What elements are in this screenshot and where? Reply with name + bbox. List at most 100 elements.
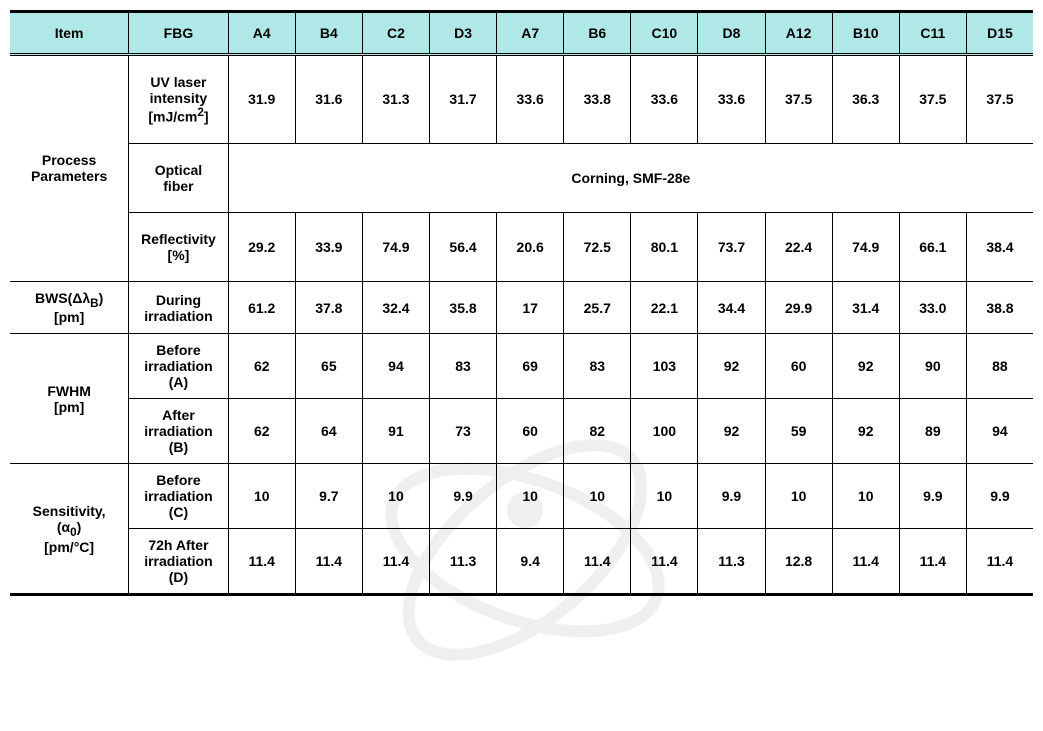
cell-value: 83 bbox=[564, 334, 631, 399]
header-col: B10 bbox=[832, 12, 899, 55]
row-fwhm-after: Afterirradiation(B) 62 64 91 73 60 82 10… bbox=[10, 399, 1033, 464]
header-col: C2 bbox=[362, 12, 429, 55]
cell-value: 9.7 bbox=[295, 464, 362, 529]
cell-value: 82 bbox=[564, 399, 631, 464]
cell-value: 62 bbox=[228, 399, 295, 464]
header-fbg: FBG bbox=[129, 12, 228, 55]
cell-value: 33.6 bbox=[497, 55, 564, 144]
cell-value: 56.4 bbox=[430, 212, 497, 281]
cell-value: 22.4 bbox=[765, 212, 832, 281]
cell-value: 9.9 bbox=[899, 464, 966, 529]
cell-value: 31.9 bbox=[228, 55, 295, 144]
cell-value: 37.5 bbox=[765, 55, 832, 144]
cell-optical-fiber-label: Opticalfiber bbox=[129, 143, 228, 212]
cell-value: 69 bbox=[497, 334, 564, 399]
cell-value: 9.9 bbox=[966, 464, 1033, 529]
cell-value: 59 bbox=[765, 399, 832, 464]
cell-value: 32.4 bbox=[362, 281, 429, 334]
cell-value: 9.9 bbox=[698, 464, 765, 529]
row-optical-fiber: Opticalfiber Corning, SMF-28e bbox=[10, 143, 1033, 212]
cell-uv-label: UV laserintensity[mJ/cm2] bbox=[129, 55, 228, 144]
cell-value: 20.6 bbox=[497, 212, 564, 281]
header-row: Item FBG A4 B4 C2 D3 A7 B6 C10 D8 A12 B1… bbox=[10, 12, 1033, 55]
cell-value: 11.4 bbox=[228, 529, 295, 595]
row-bws: BWS(ΔλB)[pm] Duringirradiation 61.2 37.8… bbox=[10, 281, 1033, 334]
cell-value: 103 bbox=[631, 334, 698, 399]
cell-value: 38.4 bbox=[966, 212, 1033, 281]
cell-value: 33.6 bbox=[698, 55, 765, 144]
cell-value: 25.7 bbox=[564, 281, 631, 334]
cell-sensitivity-label: Sensitivity,(α0)[pm/°C] bbox=[10, 464, 129, 595]
cell-value: 10 bbox=[564, 464, 631, 529]
cell-value: 88 bbox=[966, 334, 1033, 399]
row-sensitivity-before: Sensitivity,(α0)[pm/°C] Beforeirradiatio… bbox=[10, 464, 1033, 529]
cell-value: 64 bbox=[295, 399, 362, 464]
cell-value: 38.8 bbox=[966, 281, 1033, 334]
cell-value: 11.3 bbox=[430, 529, 497, 595]
cell-bws-label: BWS(ΔλB)[pm] bbox=[10, 281, 129, 334]
cell-value: 9.4 bbox=[497, 529, 564, 595]
cell-value: 10 bbox=[832, 464, 899, 529]
header-col: A4 bbox=[228, 12, 295, 55]
cell-value: 73.7 bbox=[698, 212, 765, 281]
cell-value: 12.8 bbox=[765, 529, 832, 595]
header-col: A12 bbox=[765, 12, 832, 55]
cell-value: 92 bbox=[698, 399, 765, 464]
cell-value: 11.4 bbox=[899, 529, 966, 595]
cell-value: 61.2 bbox=[228, 281, 295, 334]
cell-value: 72.5 bbox=[564, 212, 631, 281]
header-col: D3 bbox=[430, 12, 497, 55]
row-reflectivity: Reflectivity[%] 29.2 33.9 74.9 56.4 20.6… bbox=[10, 212, 1033, 281]
cell-process-params: ProcessParameters bbox=[10, 55, 129, 282]
cell-value: 17 bbox=[497, 281, 564, 334]
cell-value: 29.2 bbox=[228, 212, 295, 281]
cell-value: 91 bbox=[362, 399, 429, 464]
cell-value: 11.4 bbox=[564, 529, 631, 595]
cell-value: 10 bbox=[497, 464, 564, 529]
cell-value: 73 bbox=[430, 399, 497, 464]
data-table: Item FBG A4 B4 C2 D3 A7 B6 C10 D8 A12 B1… bbox=[10, 10, 1033, 596]
cell-value: 66.1 bbox=[899, 212, 966, 281]
cell-value: 92 bbox=[832, 334, 899, 399]
cell-value: 31.7 bbox=[430, 55, 497, 144]
cell-value: 33.0 bbox=[899, 281, 966, 334]
header-col: B6 bbox=[564, 12, 631, 55]
cell-value: 31.4 bbox=[832, 281, 899, 334]
cell-value: 90 bbox=[899, 334, 966, 399]
header-item: Item bbox=[10, 12, 129, 55]
cell-reflectivity-label: Reflectivity[%] bbox=[129, 212, 228, 281]
cell-value: 11.3 bbox=[698, 529, 765, 595]
cell-value: 9.9 bbox=[430, 464, 497, 529]
cell-value: 65 bbox=[295, 334, 362, 399]
cell-value: 100 bbox=[631, 399, 698, 464]
row-fwhm-before: FWHM[pm] Beforeirradiation(A) 62 65 94 8… bbox=[10, 334, 1033, 399]
header-col: B4 bbox=[295, 12, 362, 55]
cell-value: 35.8 bbox=[430, 281, 497, 334]
cell-value: 33.6 bbox=[631, 55, 698, 144]
cell-fwhm-before-label: Beforeirradiation(A) bbox=[129, 334, 228, 399]
cell-value: 34.4 bbox=[698, 281, 765, 334]
cell-fwhm-label: FWHM[pm] bbox=[10, 334, 129, 464]
cell-value: 10 bbox=[362, 464, 429, 529]
cell-value: 10 bbox=[631, 464, 698, 529]
header-col: C11 bbox=[899, 12, 966, 55]
cell-value: 80.1 bbox=[631, 212, 698, 281]
cell-value: 60 bbox=[765, 334, 832, 399]
cell-value: 22.1 bbox=[631, 281, 698, 334]
cell-value: 74.9 bbox=[832, 212, 899, 281]
cell-value: 36.3 bbox=[832, 55, 899, 144]
cell-value: 31.6 bbox=[295, 55, 362, 144]
cell-value: 94 bbox=[362, 334, 429, 399]
cell-value: 10 bbox=[765, 464, 832, 529]
header-col: D15 bbox=[966, 12, 1033, 55]
header-col: C10 bbox=[631, 12, 698, 55]
cell-sensitivity-before-label: Beforeirradiation(C) bbox=[129, 464, 228, 529]
row-sensitivity-after: 72h Afterirradiation(D) 11.4 11.4 11.4 1… bbox=[10, 529, 1033, 595]
cell-value: 74.9 bbox=[362, 212, 429, 281]
cell-value: 11.4 bbox=[631, 529, 698, 595]
cell-value: 60 bbox=[497, 399, 564, 464]
cell-value: 33.9 bbox=[295, 212, 362, 281]
cell-value: 37.5 bbox=[966, 55, 1033, 144]
cell-value: 11.4 bbox=[832, 529, 899, 595]
header-col: A7 bbox=[497, 12, 564, 55]
